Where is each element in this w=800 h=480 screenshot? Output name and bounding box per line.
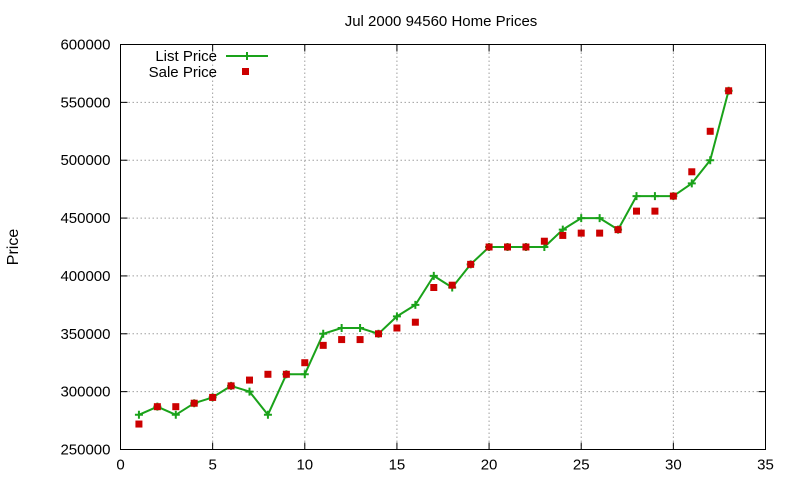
x-tick-label: 10 [296, 457, 313, 474]
sale-price-point [319, 341, 327, 349]
list-price-point [134, 410, 143, 419]
y-tick-label: 600000 [60, 37, 110, 54]
sale-price-point [209, 393, 217, 401]
y-axis-title: Price [5, 229, 22, 266]
sale-price-point [504, 243, 511, 251]
x-tick-label: 15 [389, 457, 406, 474]
sale-price-point [356, 336, 364, 344]
sale-price-point [338, 336, 346, 344]
x-tick-label: 35 [757, 457, 774, 474]
series [134, 86, 733, 428]
x-tick-label: 5 [208, 457, 216, 474]
sale-price-point [411, 318, 419, 326]
y-tick-label: 500000 [60, 152, 110, 169]
sale-price-point [522, 243, 530, 251]
sale-price-point [577, 229, 585, 237]
list-price-point [319, 329, 328, 338]
legend: List Price Sale Price [149, 48, 268, 81]
list-price-point [300, 370, 309, 379]
sale-price-point [430, 284, 438, 291]
sale-price-point [559, 231, 567, 239]
y-tick-label: 550000 [60, 94, 110, 111]
list-price-line [138, 90, 730, 416]
list-price-point [650, 192, 659, 201]
sale-price-point [633, 207, 640, 215]
sale-price-point [375, 330, 382, 338]
sale-price-point [596, 229, 604, 237]
grid [120, 44, 766, 450]
list-price-point [577, 214, 586, 223]
sale-price-point [153, 403, 161, 411]
sale-price-point [725, 87, 733, 95]
list-price-point [356, 324, 365, 332]
legend-label-sale-price: Sale Price [149, 64, 217, 81]
y-tick-label: 250000 [60, 442, 110, 459]
list-price-point [411, 300, 420, 309]
list-price-point [245, 387, 254, 396]
chart-title: Jul 2000 94560 Home Prices [345, 13, 538, 30]
legend-label-list-price: List Price [155, 48, 217, 65]
sale-price-point [246, 376, 253, 384]
x-tick-label: 30 [665, 457, 682, 474]
legend-marker-sale-price [242, 68, 249, 75]
sale-price-point [706, 127, 714, 135]
sale-price-point [614, 226, 622, 234]
list-price-point [337, 324, 346, 332]
y-tick-labels: 250000 300000 350000 400000 450000 500000 5500… [60, 37, 110, 459]
sale-price-point [190, 399, 198, 407]
list-price-point [687, 179, 696, 188]
sale-price-point [393, 324, 401, 332]
axis-ticks [120, 44, 766, 450]
y-tick-label: 350000 [60, 326, 110, 343]
list-price-point [429, 271, 438, 280]
sale-price-point [448, 281, 456, 289]
sale-price-point [135, 420, 143, 428]
sale-price-point [264, 370, 272, 378]
list-price-point [706, 156, 715, 165]
sale-price-point [301, 359, 309, 367]
sale-price-point [651, 207, 659, 215]
list-price-point [595, 214, 604, 223]
list-price-point [263, 410, 272, 419]
plot-frame [120, 44, 766, 450]
x-tick-label: 0 [116, 457, 124, 474]
sale-price-point [467, 260, 475, 268]
list-price-point [632, 192, 641, 201]
list-price-point [171, 410, 180, 419]
sale-price-point [172, 403, 180, 411]
sale-price-point [669, 192, 677, 200]
x-tick-label: 25 [573, 457, 590, 474]
sale-price-point [688, 168, 696, 176]
legend-plus-glyph [243, 52, 251, 60]
y-tick-label: 450000 [60, 210, 110, 227]
x-tick-labels: 0 5 10 15 20 25 30 35 [116, 457, 774, 474]
sale-price-point [485, 243, 493, 251]
sale-price-point [227, 382, 235, 390]
sale-price-point [282, 370, 290, 378]
y-tick-label: 400000 [60, 268, 110, 285]
list-price-point [392, 312, 401, 321]
y-tick-label: 300000 [60, 384, 110, 401]
sale-price-point [540, 237, 548, 245]
x-tick-label: 20 [481, 457, 498, 474]
legend-marker-list-price [243, 52, 251, 60]
